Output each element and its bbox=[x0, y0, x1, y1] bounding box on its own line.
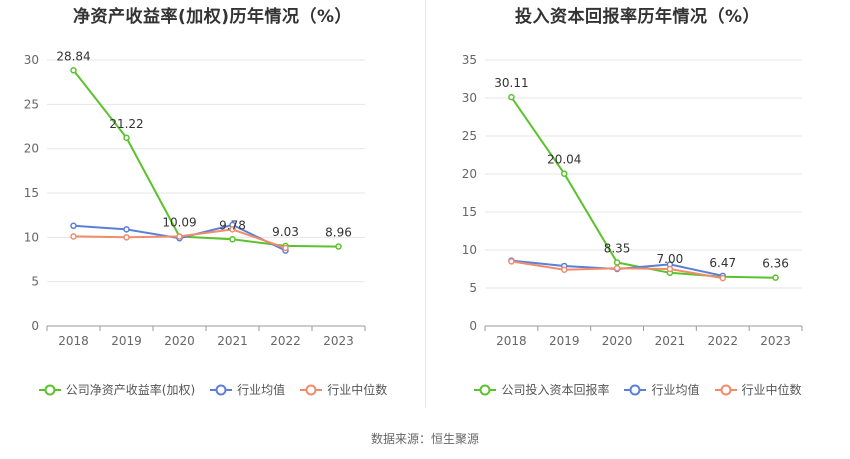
y-tick-label: 20 bbox=[462, 167, 477, 181]
legend-item[interactable]: 公司净资产收益率(加权) bbox=[38, 381, 195, 398]
legend-swatch-icon bbox=[210, 384, 233, 395]
legend-label: 行业中位数 bbox=[741, 383, 802, 397]
y-tick-label: 25 bbox=[462, 129, 477, 143]
data-source-label: 数据来源：恒生聚源 bbox=[370, 432, 479, 446]
legend-swatch-icon bbox=[624, 384, 647, 395]
data-point bbox=[561, 170, 568, 177]
y-tick-label: 0 bbox=[31, 319, 39, 333]
y-tick-label: 5 bbox=[469, 281, 477, 295]
data-point bbox=[123, 234, 130, 241]
data-point bbox=[70, 222, 77, 230]
roe-line-chart: 0 5 10 15 20 25 30 2018 2019 2020 2021 2022 2023 28.8… bbox=[24, 49, 366, 348]
data-point bbox=[719, 274, 726, 282]
data-point bbox=[229, 236, 236, 243]
data-point bbox=[176, 233, 183, 240]
x-tick-label: 2019 bbox=[549, 334, 580, 348]
data-point bbox=[70, 67, 77, 74]
x-tick-label: 2023 bbox=[760, 334, 791, 348]
data-point bbox=[335, 243, 342, 250]
x-tick-label: 2021 bbox=[217, 334, 248, 348]
legend-swatch-marker bbox=[479, 384, 491, 395]
chart-panel-roic: 投入资本回报率历年情况（%） 0 5 10 15 20 25 30 35 2018 2019 202… bbox=[425, 0, 850, 420]
y-tick-label: 10 bbox=[24, 230, 39, 244]
data-point bbox=[229, 226, 236, 233]
legend-label: 公司投入资本回报率 bbox=[501, 383, 610, 397]
legend-swatch-icon bbox=[38, 384, 61, 395]
y-tick-label: 5 bbox=[31, 275, 39, 289]
data-point bbox=[508, 258, 515, 265]
data-label: 6.47 bbox=[709, 256, 736, 270]
data-label: 6.36 bbox=[762, 257, 789, 271]
data-point bbox=[123, 134, 130, 142]
chart-legend: 公司净资产收益率(加权) 行业均值 行业中位数 bbox=[0, 381, 425, 398]
legend-swatch-icon bbox=[714, 384, 737, 395]
legend-label: 公司净资产收益率(加权) bbox=[65, 383, 196, 397]
chart-legend: 公司投入资本回报率 行业均值 行业中位数 bbox=[425, 381, 850, 398]
data-label: 9.78 bbox=[219, 218, 246, 232]
x-tick-label: 2019 bbox=[111, 334, 142, 348]
chart-panel-roe: 净资产收益率(加权)历年情况（%） 0 5 10 15 20 25 30 2018 2019 20… bbox=[0, 0, 425, 420]
roic-line-chart: 0 5 10 15 20 25 30 35 2018 2019 2020 2021 2022 2023 30… bbox=[462, 53, 803, 348]
x-tick-label: 2022 bbox=[270, 334, 301, 348]
data-label: 8.96 bbox=[325, 226, 352, 240]
legend-item[interactable]: 行业中位数 bbox=[299, 381, 387, 398]
legend-swatch-marker bbox=[720, 384, 731, 395]
data-label: 10.09 bbox=[162, 216, 196, 230]
x-tick-label: 2020 bbox=[602, 334, 633, 348]
data-label: 20.04 bbox=[547, 153, 581, 167]
data-point bbox=[666, 265, 674, 273]
data-point bbox=[772, 274, 779, 281]
data-point bbox=[613, 264, 621, 272]
legend-swatch-icon bbox=[300, 384, 323, 395]
y-tick-label: 10 bbox=[462, 243, 477, 257]
y-tick-label: 30 bbox=[24, 53, 39, 67]
legend-swatch-icon bbox=[474, 384, 497, 395]
y-tick-label: 15 bbox=[462, 205, 477, 219]
chart-title: 净资产收益率(加权)历年情况（%） bbox=[72, 7, 353, 27]
legend-swatch-marker bbox=[305, 384, 317, 395]
data-label: 9.03 bbox=[272, 225, 299, 239]
data-label: 28.84 bbox=[56, 49, 90, 63]
legend-item[interactable]: 公司投入资本回报率 bbox=[473, 381, 609, 398]
legend-item[interactable]: 行业中位数 bbox=[714, 381, 802, 398]
x-tick-label: 2022 bbox=[707, 334, 738, 348]
data-label: 21.22 bbox=[109, 117, 143, 131]
y-tick-label: 0 bbox=[469, 319, 477, 333]
series-line bbox=[72, 69, 339, 248]
panel-divider bbox=[425, 0, 426, 408]
x-tick-label: 2021 bbox=[655, 334, 686, 348]
legend-swatch-marker bbox=[629, 384, 641, 395]
series-line bbox=[510, 96, 776, 279]
y-tick-label: 20 bbox=[24, 142, 39, 156]
legend-swatch-marker bbox=[44, 384, 56, 395]
data-point bbox=[123, 226, 130, 233]
data-label: 30.11 bbox=[494, 76, 528, 90]
data-point bbox=[561, 266, 568, 274]
data-point bbox=[613, 259, 621, 266]
legend-label: 行业均值 bbox=[237, 383, 286, 397]
y-tick-label: 30 bbox=[462, 91, 477, 105]
y-tick-label: 35 bbox=[462, 53, 477, 67]
legend-swatch-marker bbox=[215, 384, 227, 395]
x-tick-label: 2018 bbox=[58, 334, 89, 348]
data-point bbox=[508, 93, 515, 101]
x-tick-label: 2018 bbox=[496, 334, 527, 348]
data-label: 8.35 bbox=[604, 242, 631, 256]
legend-label: 行业中位数 bbox=[327, 383, 388, 397]
x-tick-label: 2023 bbox=[323, 334, 354, 348]
x-tick-label: 2020 bbox=[164, 334, 195, 348]
data-point bbox=[70, 233, 77, 240]
data-label: 7.00 bbox=[657, 252, 684, 266]
legend-item[interactable]: 行业均值 bbox=[209, 381, 285, 398]
y-tick-label: 25 bbox=[24, 97, 39, 111]
y-tick-label: 15 bbox=[24, 186, 39, 200]
data-point bbox=[282, 244, 289, 252]
legend-item[interactable]: 行业均值 bbox=[623, 381, 700, 398]
chart-title: 投入资本回报率历年情况（%） bbox=[514, 7, 761, 27]
legend-label: 行业均值 bbox=[651, 383, 700, 397]
